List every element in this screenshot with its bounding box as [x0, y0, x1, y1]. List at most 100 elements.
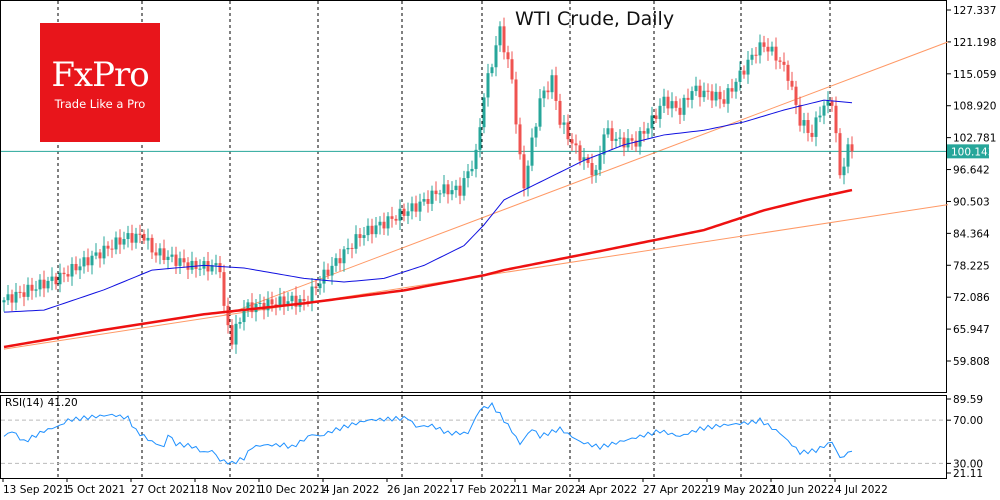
- candle-body: [178, 258, 182, 266]
- candle-body: [554, 75, 558, 101]
- candle-body: [850, 144, 854, 152]
- candle-body: [314, 286, 318, 289]
- candle-body: [598, 154, 602, 170]
- candle-body: [486, 73, 490, 98]
- candle-body: [270, 299, 274, 305]
- candle-body: [30, 284, 34, 291]
- rsi-line: [3, 402, 853, 465]
- candle-body: [514, 79, 518, 125]
- candle-body: [210, 265, 214, 272]
- candle-body: [126, 233, 130, 240]
- rsi-label: RSI(14) 41.20: [5, 397, 82, 409]
- price-tick-label: 121.198: [953, 37, 996, 49]
- candle-body: [714, 91, 718, 101]
- candle-body: [478, 127, 482, 150]
- candle-body: [674, 101, 678, 108]
- candle-body: [42, 279, 46, 289]
- candle-body: [582, 157, 586, 161]
- candle-body: [174, 254, 178, 266]
- candle-body: [146, 237, 150, 241]
- candle-body: [778, 60, 782, 62]
- candle-body: [202, 261, 206, 269]
- candle-body: [770, 46, 774, 52]
- candle-body: [766, 46, 770, 52]
- candle-body: [346, 247, 350, 250]
- candle-body: [218, 263, 222, 273]
- candle-body: [114, 237, 118, 250]
- candle-body: [414, 203, 418, 212]
- candle-body: [482, 97, 486, 128]
- price-tick-label: 102.781: [953, 133, 996, 145]
- candle-body: [138, 233, 142, 235]
- candle-body: [190, 260, 194, 270]
- logo-tagline: Trade Like a Pro: [54, 97, 146, 111]
- logo-brand: FxPro: [51, 55, 149, 95]
- candle-body: [198, 268, 202, 270]
- candle-body: [722, 99, 726, 104]
- candle-body: [506, 52, 510, 60]
- candle-body: [194, 260, 198, 269]
- candle-body: [542, 90, 546, 99]
- candle-body: [806, 120, 810, 133]
- date-tick-label: 5 Oct 2021: [67, 484, 125, 496]
- candle-body: [334, 258, 338, 266]
- price-tick-label: 84.364: [953, 228, 990, 240]
- candle-body: [234, 323, 238, 345]
- rsi-tick-label: 21.11: [953, 468, 983, 480]
- candle-body: [634, 140, 638, 147]
- candle-body: [566, 122, 570, 140]
- candle-body: [810, 132, 814, 137]
- candle-body: [442, 184, 446, 194]
- candle-body: [678, 107, 682, 115]
- candle-body: [702, 90, 706, 98]
- candle-body: [14, 291, 18, 303]
- candle-body: [26, 284, 30, 297]
- current-price-label: 100.143: [951, 146, 994, 158]
- candle-body: [706, 90, 710, 92]
- candle-body: [278, 296, 282, 307]
- candle-body: [746, 59, 750, 75]
- price-tick-label: 65.947: [953, 324, 990, 336]
- rsi-value: 41.20: [47, 397, 78, 409]
- candle-body: [266, 299, 270, 311]
- candle-body: [794, 86, 798, 105]
- candle-body: [230, 325, 234, 345]
- date-tick-label: 19 May 2022: [707, 484, 775, 496]
- price-tick-label: 108.920: [953, 101, 996, 113]
- price-tick-label: 96.642: [953, 165, 990, 177]
- candle-body: [318, 283, 322, 289]
- candle-body: [186, 262, 190, 270]
- candle-body: [518, 124, 522, 155]
- candle-body: [466, 171, 470, 179]
- candle-body: [774, 46, 778, 61]
- candle-body: [622, 137, 626, 148]
- candle-body: [594, 169, 598, 176]
- candle-body: [166, 256, 170, 260]
- candle-body: [102, 245, 106, 259]
- candle-body: [402, 208, 406, 216]
- candle-body: [214, 263, 218, 266]
- price-tick-label: 72.086: [953, 292, 990, 304]
- candle-body: [526, 165, 530, 189]
- candle-body: [710, 91, 714, 101]
- date-tick-label: 17 Feb 2022: [451, 484, 516, 496]
- candle-body: [686, 97, 690, 100]
- candle-body: [22, 292, 26, 297]
- candle-body: [350, 247, 354, 249]
- candle-body: [154, 252, 158, 256]
- candle-body: [690, 91, 694, 100]
- candle-body: [110, 248, 114, 250]
- candle-body: [458, 185, 462, 196]
- candle-body: [522, 154, 526, 189]
- candle-body: [754, 54, 758, 56]
- candle-body: [38, 279, 42, 290]
- candle-body: [502, 26, 506, 53]
- candle-body: [66, 274, 70, 277]
- current-price-badge: [947, 144, 989, 159]
- candle-body: [534, 126, 538, 138]
- date-tick-label: 10 Jun 2022: [771, 484, 834, 496]
- candle-body: [374, 225, 378, 235]
- candle-body: [98, 252, 102, 259]
- fxpro-logo: FxPro Trade Like a Pro: [40, 23, 160, 142]
- candle-body: [386, 216, 390, 229]
